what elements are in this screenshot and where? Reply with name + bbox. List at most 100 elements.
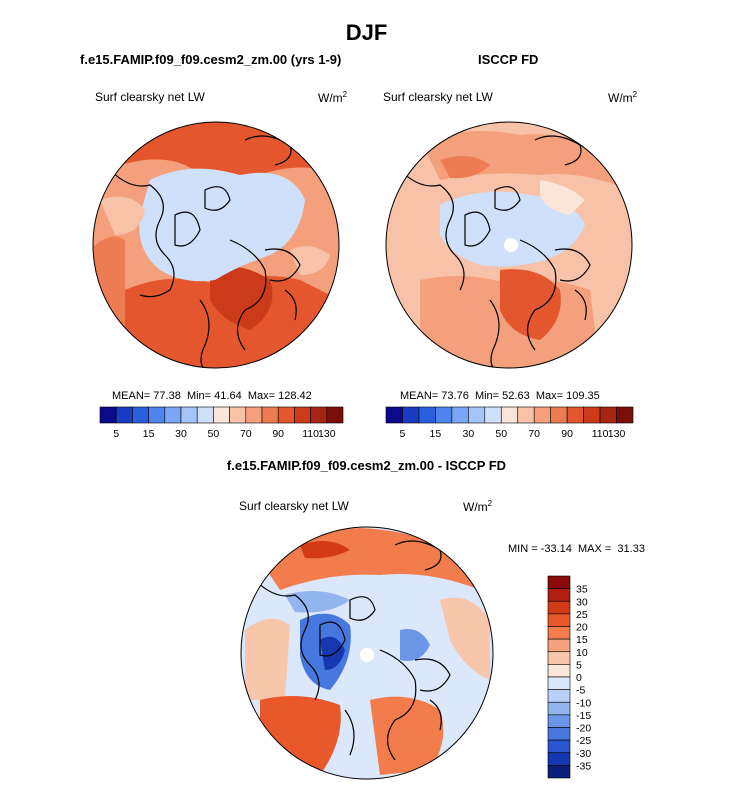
obs-colorbar-box: [385, 406, 403, 424]
obs-colorbar-tick-label: 70: [528, 428, 540, 440]
model-colorbar-box: [294, 406, 311, 424]
diff-colorbar-tick-label: 20: [576, 622, 588, 634]
obs-colorbar-box: [468, 406, 486, 424]
model-colorbar-tick-label: 50: [208, 428, 220, 440]
model-colorbar-box: [164, 406, 182, 424]
obs-mean-label: MEAN=: [400, 390, 439, 402]
model-colorbar-tick-label: 110: [302, 428, 319, 440]
model-units: W/m2: [318, 90, 348, 105]
diff-colorbar-box: [547, 600, 571, 615]
model-colorbar-tick-label: 70: [240, 428, 252, 440]
diff-colorbar-tick-label: -5: [576, 685, 585, 697]
obs-stats: MEAN= 73.76 Min= 52.63 Max= 109.35: [400, 390, 600, 402]
diff-colorbar-box: [547, 727, 571, 741]
model-colorbar-box: [132, 406, 149, 424]
diff-colorbar-box: [547, 752, 571, 766]
model-colorbar-box: [148, 406, 166, 424]
obs-colorbar-box: [435, 406, 453, 424]
diff-colorbar-tick-label: 10: [576, 647, 588, 659]
model-colorbar-box: [115, 406, 133, 424]
diff-colorbar-box: [547, 676, 571, 690]
diff-colorbar-box: [547, 701, 571, 716]
diff-colorbar-tick-label: -10: [576, 697, 591, 709]
obs-colorbar-box: [484, 406, 502, 424]
diff-colorbar-box: [547, 626, 571, 640]
diff-colorbar-tick-label: 30: [576, 596, 588, 608]
model-colorbar-box: [310, 406, 328, 424]
diff-colorbar-box: [547, 765, 571, 779]
obs-colorbar-box: [550, 406, 568, 424]
obs-colorbar-tick-label: 15: [430, 428, 442, 440]
obs-colorbar-tick-label: 130: [608, 428, 626, 440]
obs-colorbar-tick-label: 90: [561, 428, 573, 440]
obs-panel-title: ISCCP FD: [478, 52, 539, 67]
model-mean-value: 77.38: [153, 390, 181, 402]
diff-colorbar-tick-label: -20: [576, 723, 591, 735]
diff-colorbar-tick-label: -35: [576, 760, 591, 772]
model-colorbar-tick-label: 5: [113, 428, 119, 440]
diff-colorbar-tick-label: -30: [576, 748, 591, 760]
diff-variable-label: Surf clearsky net LW: [239, 499, 349, 513]
model-map: [93, 122, 339, 368]
obs-max-value: 109.35: [566, 390, 600, 402]
diff-colorbar-box: [547, 613, 571, 627]
obs-colorbar-box: [616, 406, 634, 424]
diff-colorbar-box: [547, 689, 571, 703]
obs-colorbar-box: [500, 406, 519, 424]
diff-colorbar-tick-label: 35: [576, 584, 588, 596]
obs-map: [386, 122, 632, 368]
model-colorbar-box: [196, 406, 214, 424]
obs-colorbar-tick-label: 50: [495, 428, 507, 440]
obs-colorbar-box: [451, 406, 469, 424]
model-colorbar-box: [277, 406, 295, 424]
model-min-value: 41.64: [214, 390, 242, 402]
model-stats: MEAN= 77.38 Min= 41.64 Max= 128.42: [112, 390, 312, 402]
obs-colorbar: 5 15 30 50 70 90 110 130: [385, 406, 634, 440]
model-colorbar-tick-label: 15: [143, 428, 155, 440]
diff-colorbar-box: [547, 588, 571, 602]
diff-stats: MIN = -33.14 MAX = 31.33: [508, 543, 645, 555]
model-colorbar-box: [261, 406, 279, 424]
model-max-label: Max=: [247, 390, 276, 402]
diff-colorbar-tick-label: 25: [576, 609, 588, 621]
season-title: DJF: [345, 20, 388, 45]
model-min-label: Min=: [186, 390, 212, 402]
diff-colorbar-box: [547, 638, 571, 653]
diff-colorbar-tick-label: -25: [576, 735, 591, 747]
diff-colorbar-box: [547, 651, 571, 665]
model-variable-label: Surf clearsky net LW: [95, 90, 205, 104]
diff-colorbar-box: [547, 575, 571, 589]
obs-colorbar-box: [566, 406, 584, 424]
obs-min-label: Min=: [474, 390, 500, 402]
model-colorbar-box: [99, 406, 117, 424]
obs-min-value: 52.63: [502, 390, 530, 402]
diff-colorbar-tick-label: 5: [576, 659, 582, 671]
obs-mean-value: 73.76: [441, 390, 469, 402]
diff-units: W/m2: [463, 499, 493, 514]
model-colorbar-tick-label: 130: [318, 428, 336, 440]
model-max-value: 128.42: [278, 390, 312, 402]
diff-map: [241, 527, 493, 779]
obs-variable-label: Surf clearsky net LW: [383, 90, 493, 104]
model-panel-title: f.e15.FAMIP.f09_f09.cesm2_zm.00 (yrs 1-9…: [80, 52, 342, 67]
obs-colorbar-tick-label: 30: [462, 428, 474, 440]
model-colorbar-box: [180, 406, 198, 424]
obs-colorbar-box: [418, 406, 436, 424]
diff-panel-title: f.e15.FAMIP.f09_f09.cesm2_zm.00 - ISCCP …: [226, 458, 507, 473]
model-colorbar-box: [245, 406, 263, 424]
model-colorbar-box: [229, 406, 247, 424]
obs-colorbar-box: [533, 406, 551, 424]
model-colorbar-box: [326, 406, 344, 424]
model-colorbar: 5 15 30 50 70 90 110 130: [99, 406, 344, 440]
obs-max-label: Max=: [535, 390, 564, 402]
diff-colorbar-box: [547, 664, 571, 678]
obs-colorbar-box: [402, 406, 420, 424]
obs-colorbar-box: [583, 406, 601, 424]
obs-units: W/m2: [608, 90, 638, 105]
diff-colorbar-box: [547, 739, 571, 754]
diff-colorbar-box: [547, 714, 571, 728]
model-colorbar-tick-label: 90: [272, 428, 284, 440]
obs-colorbar-box: [599, 406, 617, 424]
